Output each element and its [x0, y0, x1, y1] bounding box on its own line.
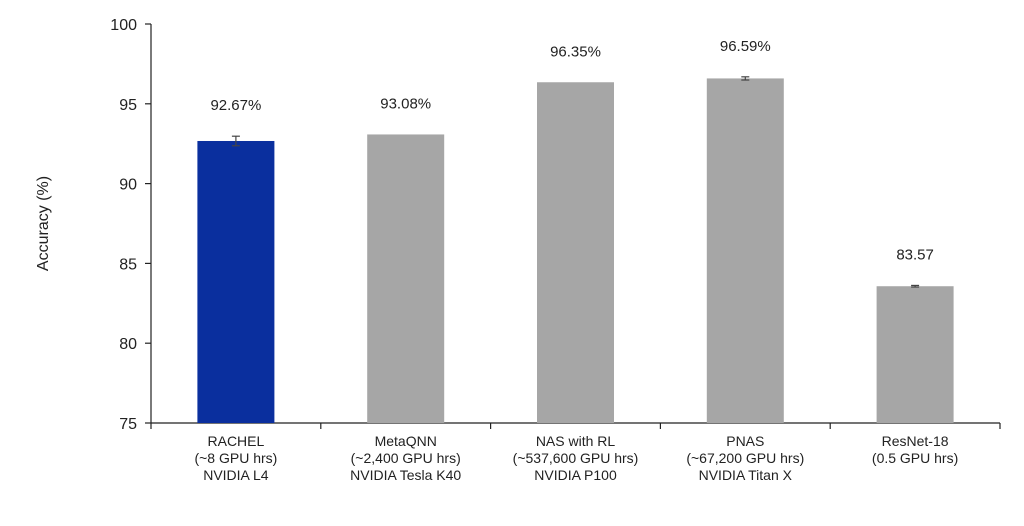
- y-tick-label: 90: [119, 177, 137, 194]
- x-category-line: NVIDIA Tesla K40: [350, 467, 461, 483]
- x-category-line: NVIDIA L4: [203, 467, 269, 483]
- y-tick-label: 80: [119, 336, 137, 353]
- x-category-label: MetaQNN (~2,400 GPU hrs) NVIDIA Tesla K40: [350, 433, 461, 483]
- y-tick-label: 95: [119, 97, 137, 114]
- x-category-line: MetaQNN: [375, 433, 437, 449]
- data-label: 93.08%: [380, 95, 431, 112]
- data-label: 83.57: [896, 246, 934, 263]
- data-label: 96.35%: [550, 43, 601, 60]
- x-axis: RACHEL (~8 GPU hrs) NVIDIA L4 MetaQNN (~2,40…: [150, 422, 1001, 483]
- x-category-line: (~2,400 GPU hrs): [351, 450, 461, 466]
- x-category-line: PNAS: [726, 433, 764, 449]
- x-category-line: NVIDIA Titan X: [699, 467, 793, 483]
- data-labels: 92.67% 93.08% 96.35% 96.59% 83.57: [210, 38, 933, 264]
- x-category-label: NAS with RL (~537,600 GPU hrs) NVIDIA P100: [513, 433, 639, 483]
- x-category-line: NVIDIA P100: [534, 467, 617, 483]
- y-tick-label: 85: [119, 256, 137, 273]
- bar: [197, 140, 275, 423]
- bars: [197, 76, 954, 424]
- y-tick-label: 100: [110, 17, 137, 34]
- x-category-line: (0.5 GPU hrs): [872, 450, 958, 466]
- data-label: 92.67%: [210, 97, 261, 114]
- y-tick-label: 75: [119, 416, 137, 433]
- y-axis-title: Accuracy (%): [35, 176, 52, 271]
- x-category-line: RACHEL: [208, 433, 265, 449]
- bar: [706, 78, 784, 424]
- y-axis: 75 80 85 90 95 100: [110, 17, 152, 433]
- x-category-label: RACHEL (~8 GPU hrs) NVIDIA L4: [194, 433, 277, 483]
- bar: [876, 286, 954, 423]
- x-category-label: PNAS (~67,200 GPU hrs) NVIDIA Titan X: [686, 433, 804, 483]
- bar: [367, 134, 445, 423]
- x-category-line: ResNet-18: [882, 433, 949, 449]
- x-category-line: NAS with RL: [536, 433, 616, 449]
- x-category-line: (~537,600 GPU hrs): [513, 450, 639, 466]
- bar: [537, 82, 614, 423]
- x-category-label: ResNet-18 (0.5 GPU hrs): [872, 433, 958, 466]
- x-category-line: (~67,200 GPU hrs): [686, 450, 804, 466]
- x-category-line: (~8 GPU hrs): [194, 450, 277, 466]
- data-label: 96.59%: [720, 38, 771, 55]
